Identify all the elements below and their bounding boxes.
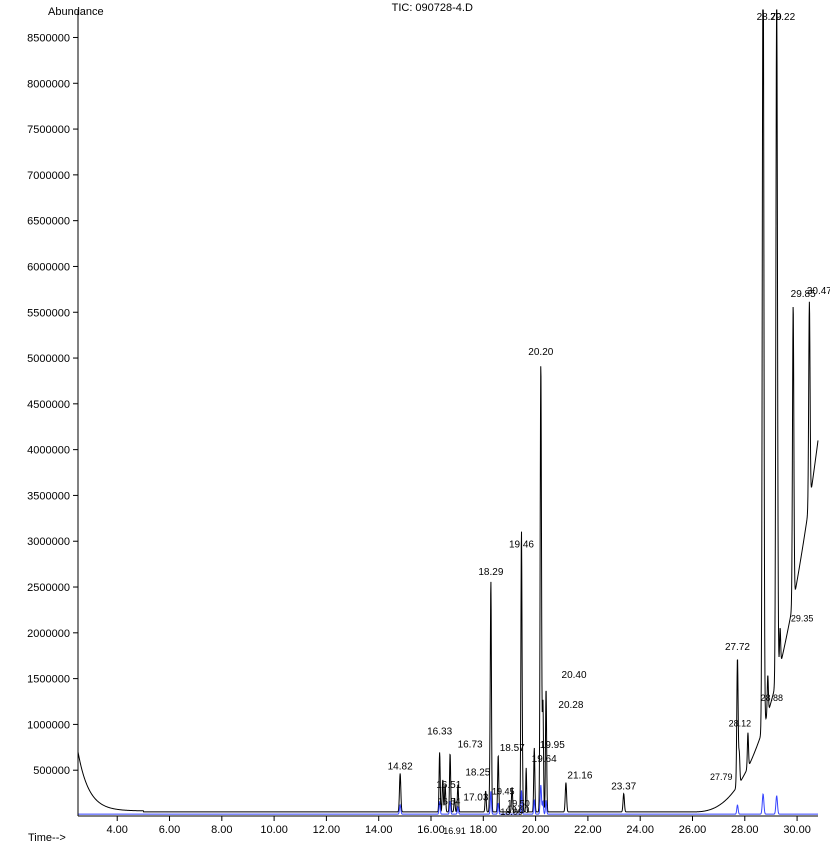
peak-label: 16.54 [438, 796, 461, 806]
x-tick-label: 22.00 [574, 824, 602, 836]
peak-label: 30.47 [807, 286, 830, 297]
peak-label: 28.12 [729, 719, 752, 729]
peak-label: 19.95 [540, 740, 565, 751]
x-tick-label: 12.00 [313, 824, 341, 836]
x-tick-label: 10.00 [260, 824, 288, 836]
peak-label: 17.03 [463, 792, 488, 803]
y-tick-label: 5500000 [27, 307, 70, 319]
peak-label: 27.79 [710, 772, 733, 782]
x-tick-label: 28.00 [731, 824, 759, 836]
peak-label: 29.22 [770, 12, 795, 23]
peak-label: 18.25 [465, 768, 490, 779]
y-tick-label: 5000000 [27, 353, 70, 365]
chromatogram-plot: 500000 1000000 1500000 2000000 2500000 300000… [0, 0, 830, 856]
peak-label: 19.46 [509, 539, 534, 550]
peak-label: 20.40 [562, 670, 587, 681]
y-tick-label: 4500000 [27, 399, 70, 411]
peak-label: 16.33 [427, 726, 452, 737]
peak-label: 29.35 [791, 614, 814, 624]
x-tick-label: 24.00 [626, 824, 654, 836]
y-tick-label: 7500000 [27, 124, 70, 136]
peak-label: 19.50 [507, 798, 530, 808]
y-tick-label: 7000000 [27, 170, 70, 182]
x-tick-label: 18.00 [470, 824, 498, 836]
x-tick-label: 30.00 [783, 824, 811, 836]
peak-label: 19.45 [492, 786, 515, 796]
y-tick-label: 8000000 [27, 78, 70, 90]
peak-label: 18.57 [500, 743, 525, 754]
peak-label: 20.20 [528, 347, 553, 358]
y-tick-label: 1500000 [27, 674, 70, 686]
y-tick-label: 6500000 [27, 216, 70, 228]
peak-label: 16.51 [436, 780, 461, 791]
peak-label: 16.91 [443, 826, 466, 836]
x-tick-label: 14.00 [365, 824, 393, 836]
y-tick-label: 4000000 [27, 445, 70, 457]
x-tick-label: 26.00 [679, 824, 707, 836]
y-tick-label: 2500000 [27, 582, 70, 594]
y-tick-label: 6000000 [27, 261, 70, 273]
peak-label: 27.72 [725, 642, 750, 653]
x-tick-label: 20.00 [522, 824, 550, 836]
y-tick-label: 3000000 [27, 536, 70, 548]
x-tick-label: 8.00 [211, 824, 232, 836]
peak-label: 21.16 [567, 771, 592, 782]
y-tick-label: 3500000 [27, 490, 70, 502]
peak-label: 28.88 [761, 693, 784, 703]
x-tick-label: 6.00 [159, 824, 180, 836]
peak-label: 23.37 [611, 782, 636, 793]
x-tick-label: 16.00 [417, 824, 445, 836]
peak-label: 19.64 [532, 754, 557, 765]
y-axis-label: Abundance [48, 6, 104, 18]
chromatogram-trace [78, 10, 818, 812]
y-tick-label: 2000000 [27, 628, 70, 640]
y-tick-label: 500000 [33, 765, 70, 777]
x-tick-label: 4.00 [107, 824, 128, 836]
peak-label: 16.73 [458, 739, 483, 750]
peak-label: 20.28 [558, 700, 583, 711]
peak-label: 14.82 [388, 761, 413, 772]
x-axis-label: Time--> [28, 832, 66, 844]
chart-title: TIC: 090728-4.D [392, 2, 473, 14]
peak-label: 18.29 [478, 567, 503, 578]
y-tick-label: 1000000 [27, 719, 70, 731]
y-tick-label: 8500000 [27, 32, 70, 44]
